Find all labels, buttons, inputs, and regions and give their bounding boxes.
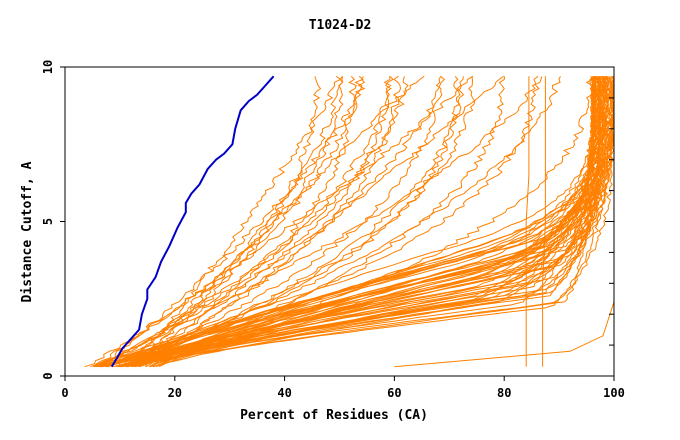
model-curve [120,76,344,368]
model-curve [152,76,607,368]
y-tick-label: 10 [41,60,55,74]
x-axis-label: Percent of Residues (CA) [240,408,428,423]
model-curve [97,76,615,368]
x-tick-label: 80 [497,386,511,400]
model-curve [108,76,608,368]
model-curves [84,75,615,368]
y-tick-label: 5 [41,218,55,225]
model-curve [121,76,603,368]
model-curve [121,76,476,368]
model-curve [131,76,599,368]
model-curve [135,75,342,368]
model-curve [138,75,504,367]
model-curve [139,76,505,368]
model-curve [96,76,366,368]
model-curve [124,76,322,368]
model-curve-special [542,76,546,367]
model-curve [92,75,474,368]
model-curve-special [394,301,615,368]
model-curve [118,75,461,368]
model-curve [118,76,443,368]
model-curve [134,75,425,368]
model-curve [96,76,543,368]
plot-area [84,75,615,368]
y-axis-label: Distance Cutoff, A [20,161,35,302]
model-curve [90,76,392,368]
model-curve [126,76,465,368]
model-curve-special [525,76,530,367]
model-curve [125,76,593,368]
model-curve [135,76,601,368]
model-curve [138,75,446,368]
model-curve [120,76,603,368]
x-tick-label: 20 [168,386,182,400]
x-tick-label: 60 [387,386,401,400]
x-tick-label: 0 [61,386,68,400]
model-curve [102,76,606,368]
highlight-curve [110,75,275,368]
model-curve [98,76,596,368]
model-curve [95,76,614,368]
chart-title: T1024-D2 [309,18,372,33]
axes: 0 20 40 60 80 100 0 5 10 [41,60,625,400]
x-tick-label: 100 [603,386,625,400]
model-curve [134,75,402,368]
model-curve [112,76,608,368]
y-tick-label: 0 [41,372,55,379]
x-tick-label: 40 [277,386,291,400]
model-curve [101,75,540,368]
